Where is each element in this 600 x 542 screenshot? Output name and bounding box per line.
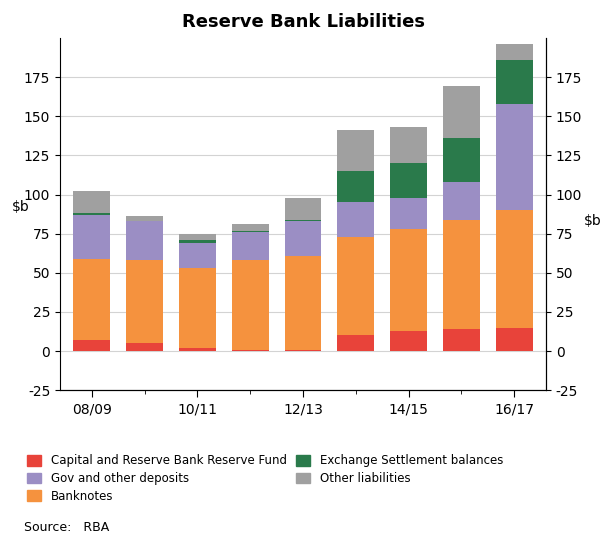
Bar xyxy=(232,350,269,351)
Bar xyxy=(232,260,269,350)
Bar xyxy=(284,221,322,256)
Y-axis label: $b: $b xyxy=(12,200,30,214)
Bar xyxy=(443,220,480,329)
Bar xyxy=(232,224,269,230)
Bar xyxy=(284,198,322,220)
Bar xyxy=(496,60,533,104)
Bar xyxy=(390,163,427,198)
Title: Reserve Bank Liabilities: Reserve Bank Liabilities xyxy=(182,13,425,31)
Bar xyxy=(232,232,269,260)
Bar xyxy=(73,259,110,340)
Bar xyxy=(126,216,163,221)
Bar xyxy=(179,243,216,268)
Text: Source:   RBA: Source: RBA xyxy=(24,521,109,534)
Bar xyxy=(73,191,110,214)
Bar xyxy=(126,343,163,351)
Legend: Capital and Reserve Bank Reserve Fund, Gov and other deposits, Banknotes, Exchan: Capital and Reserve Bank Reserve Fund, G… xyxy=(27,454,503,503)
Bar xyxy=(126,221,163,260)
Bar xyxy=(179,348,216,351)
Bar xyxy=(443,182,480,220)
Bar xyxy=(232,230,269,232)
Bar xyxy=(443,329,480,351)
Bar xyxy=(496,104,533,210)
Bar xyxy=(126,260,163,343)
Bar xyxy=(179,240,216,243)
Bar xyxy=(179,234,216,240)
Bar xyxy=(390,127,427,163)
Bar xyxy=(284,220,322,221)
Bar xyxy=(73,340,110,351)
Bar xyxy=(73,214,110,215)
Bar xyxy=(443,87,480,138)
Bar xyxy=(73,215,110,259)
Bar xyxy=(390,229,427,331)
Bar xyxy=(496,327,533,351)
Bar xyxy=(337,171,374,202)
Bar xyxy=(337,130,374,171)
Bar xyxy=(390,198,427,229)
Bar xyxy=(284,350,322,351)
Bar xyxy=(284,256,322,350)
Bar xyxy=(496,44,533,60)
Bar xyxy=(390,331,427,351)
Bar xyxy=(337,335,374,351)
Bar xyxy=(179,268,216,348)
Bar xyxy=(337,237,374,335)
Y-axis label: $b: $b xyxy=(584,214,600,228)
Bar xyxy=(496,210,533,327)
Bar xyxy=(443,138,480,182)
Bar xyxy=(337,202,374,237)
